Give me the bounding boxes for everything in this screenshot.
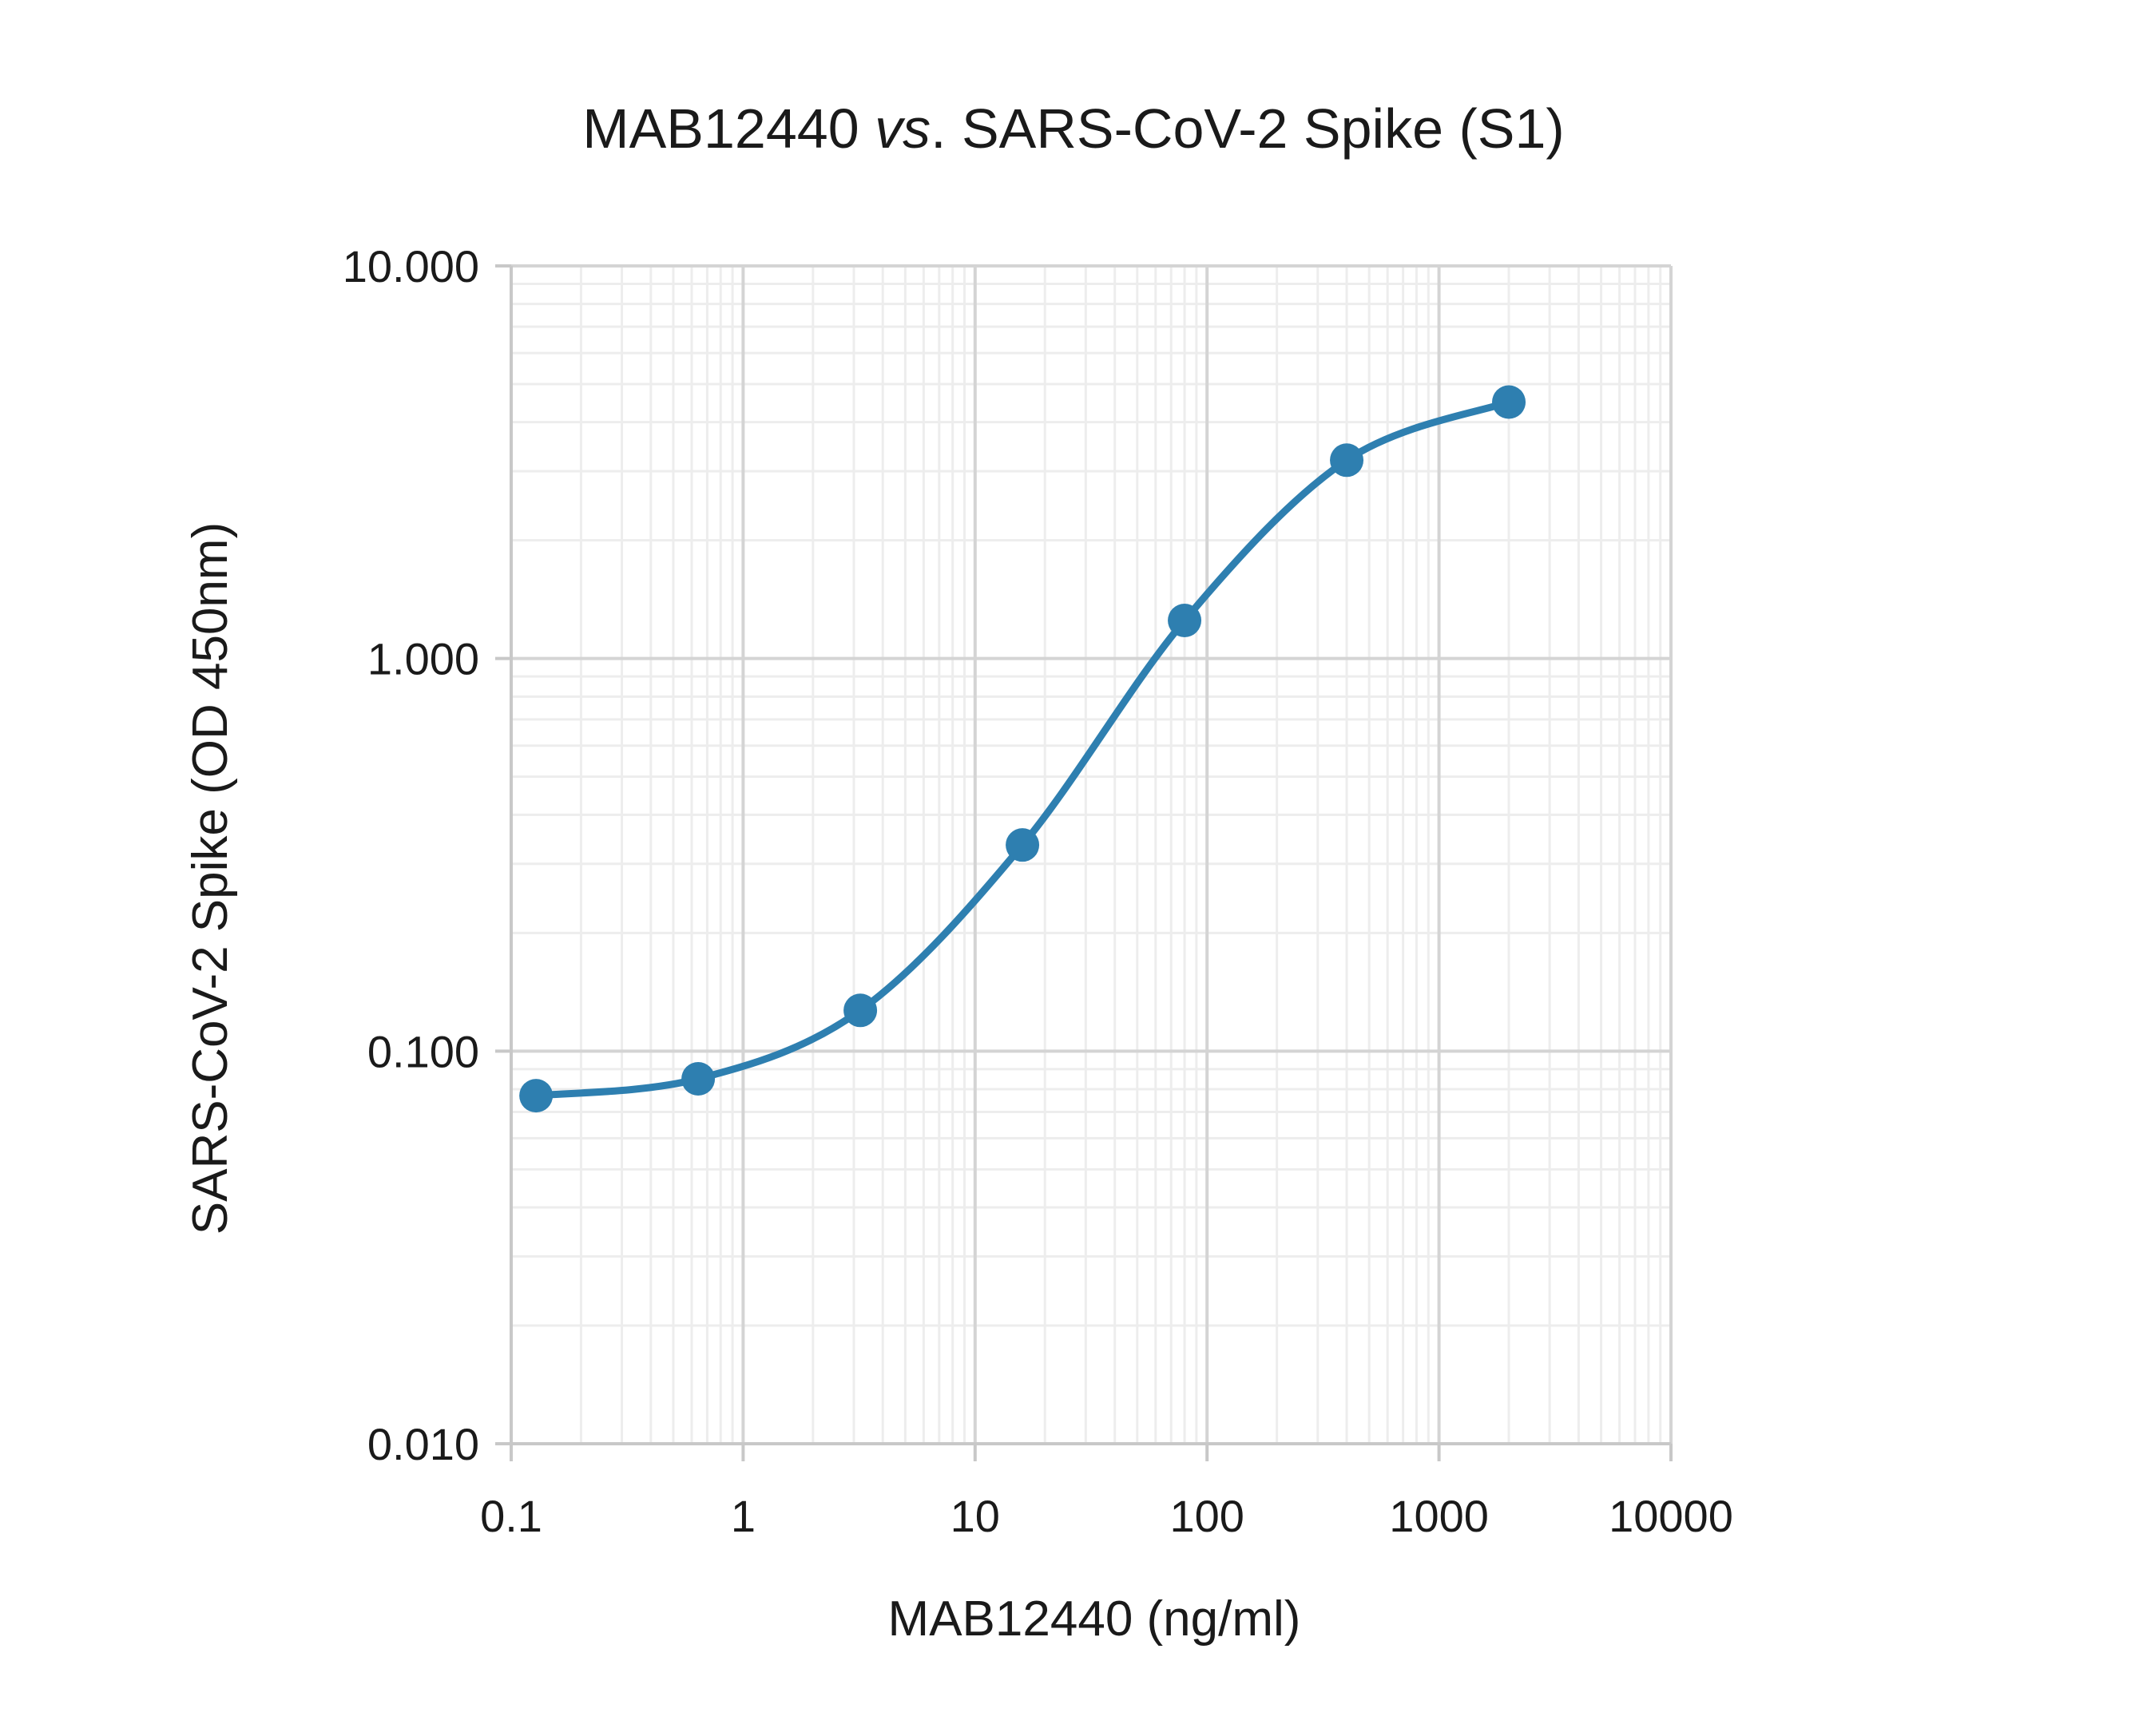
x-tick-labels: 0.1 1 10 100 1000 10000 — [480, 1491, 1733, 1541]
x-tick-label: 10000 — [1609, 1491, 1733, 1541]
x-axis-title: MAB12440 (ng/ml) — [888, 1591, 1301, 1647]
data-point — [843, 993, 878, 1028]
minor-grid — [511, 266, 1671, 1444]
y-tick-labels: 0.010 0.100 1.000 10.000 — [343, 241, 479, 1469]
x-tick-label: 10 — [950, 1491, 1000, 1541]
data-point — [519, 1079, 554, 1113]
series — [519, 385, 1526, 1113]
data-point — [1492, 385, 1526, 419]
axes — [495, 264, 1673, 1461]
y-axis-title: SARS-CoV-2 Spike (OD 450nm) — [183, 522, 238, 1235]
x-tick-label: 0.1 — [480, 1491, 542, 1541]
major-grid — [510, 264, 1673, 1445]
x-tick-label: 1000 — [1389, 1491, 1489, 1541]
data-point — [1006, 828, 1040, 862]
y-tick-label: 0.010 — [367, 1419, 479, 1469]
y-tick-label: 1.000 — [367, 634, 479, 684]
chart-title: MAB12440 vs. SARS-CoV-2 Spike (S1) — [582, 97, 1564, 160]
series-line — [532, 398, 1513, 1100]
data-point — [1330, 443, 1364, 478]
data-point — [1168, 604, 1202, 638]
y-tick-label: 0.100 — [367, 1026, 479, 1076]
x-tick-label: 100 — [1169, 1491, 1244, 1541]
data-point — [681, 1062, 716, 1096]
y-tick-label: 10.000 — [343, 241, 479, 291]
x-tick-label: 1 — [731, 1491, 756, 1541]
